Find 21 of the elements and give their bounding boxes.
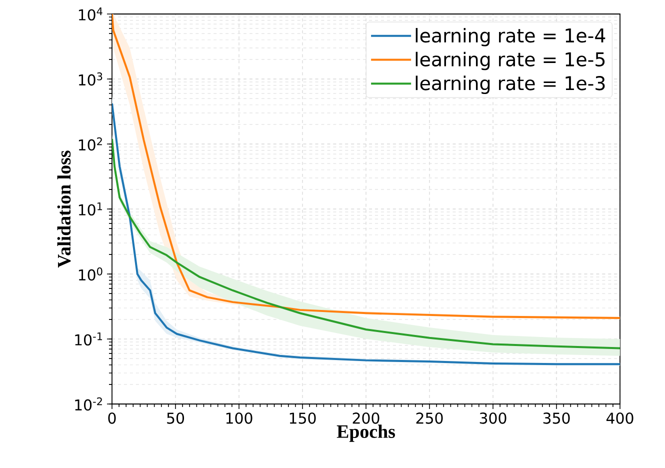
y-tick-label: 10$^{3}$ <box>78 72 102 86</box>
x-tick-label: 150 <box>290 412 316 424</box>
x-tick-label: 50 <box>167 412 184 424</box>
y-tick-label: 10$^{0}$ <box>78 267 102 281</box>
y-tick-label: 10$^{-1}$ <box>75 332 102 346</box>
y-tick-label: 10$^{4}$ <box>78 7 102 21</box>
x-tick-label: 350 <box>543 412 570 424</box>
x-axis-title: Epochs <box>336 424 395 442</box>
x-tick-label: 300 <box>480 412 506 424</box>
y-tick-label: 10$^{-2}$ <box>75 397 102 411</box>
x-tick-label: 200 <box>352 412 380 424</box>
y-axis-title: Validation loss <box>57 150 71 268</box>
legend-label: learning rate = 1e-3 <box>416 76 605 94</box>
legend-label: learning rate = 1e-5 <box>416 52 605 70</box>
y-tick-label: 10$^{2}$ <box>78 137 102 151</box>
x-tick-label: 400 <box>606 412 634 424</box>
y-tick-label: 10$^{1}$ <box>78 202 102 216</box>
x-tick-label: 100 <box>226 412 252 424</box>
x-tick-label: 250 <box>416 412 443 424</box>
x-tick-label: 0 <box>108 412 116 424</box>
legend-label: learning rate = 1e-4 <box>416 28 606 46</box>
